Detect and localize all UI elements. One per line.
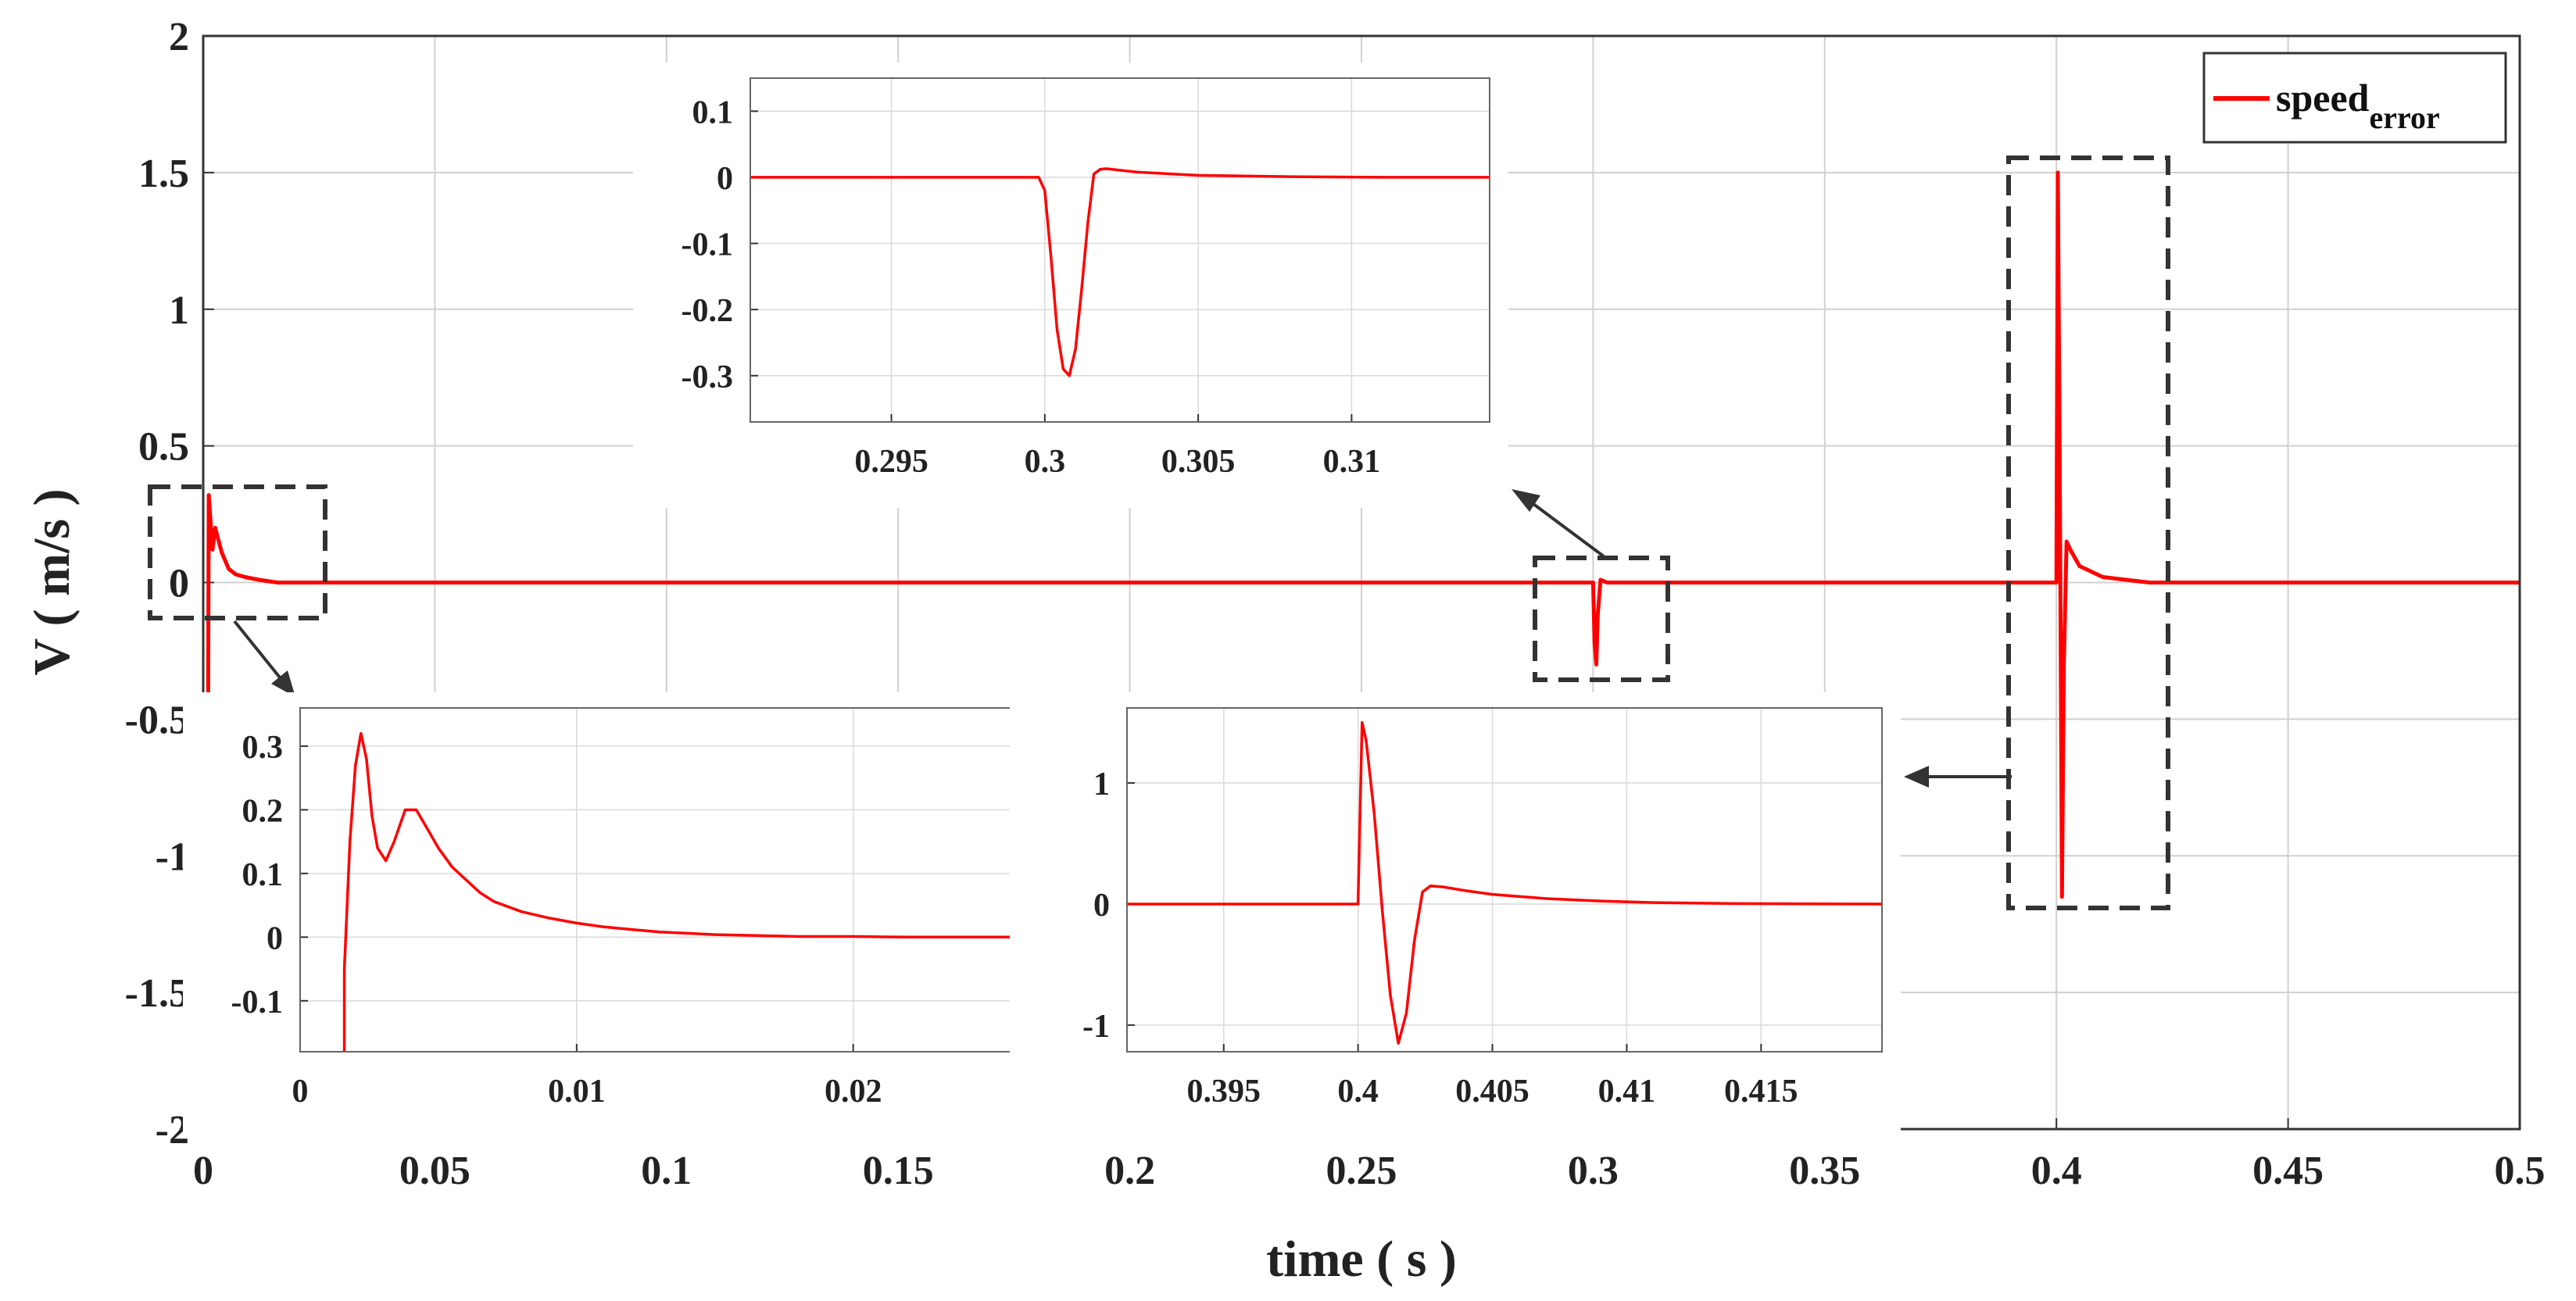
main-y-tick-label: 2 bbox=[169, 15, 189, 59]
main-y-tick-label: -0.5 bbox=[125, 698, 189, 742]
x-axis-label: time ( s ) bbox=[1266, 1231, 1457, 1288]
inset-mid-x-tick-label: 0.295 bbox=[854, 444, 928, 480]
inset-end-x-tick-label: 0.395 bbox=[1187, 1074, 1261, 1110]
inset-start-y-tick-label: 0.1 bbox=[242, 857, 284, 893]
main-y-tick-label: 1.5 bbox=[138, 152, 189, 196]
inset-end: 0.395 0.4 0.405 0.41 0.415 -1 0 1 bbox=[1010, 692, 1901, 1138]
zoom-box-start bbox=[148, 484, 327, 620]
zoom-box-mid bbox=[1533, 556, 1670, 682]
arrow-end-head bbox=[1904, 766, 1929, 788]
inset-mid-y-tick-label: 0 bbox=[717, 161, 733, 197]
inset-mid-y-tick-label: 0.1 bbox=[692, 95, 734, 130]
legend: speederror bbox=[2202, 52, 2507, 144]
inset-end-y-tick-label: 0 bbox=[1093, 888, 1110, 924]
main-x-tick-label: 0.35 bbox=[1789, 1149, 1860, 1193]
main-x-tick-label: 0.3 bbox=[1568, 1149, 1619, 1193]
inset-mid-x-tick-label: 0.305 bbox=[1161, 444, 1236, 480]
main-series-speed_error bbox=[203, 170, 2520, 1129]
zoom-annotations bbox=[148, 155, 2170, 910]
arrow-mid-head bbox=[1512, 489, 1540, 512]
main-x-tick-label: 0.1 bbox=[641, 1149, 692, 1193]
main-x-tick-label: 0 bbox=[193, 1149, 213, 1193]
zoom-box-end bbox=[2006, 155, 2170, 910]
inset-mid-y-tick-label: -0.2 bbox=[682, 293, 734, 329]
main-y-tick-label: 0 bbox=[169, 562, 189, 606]
inset-mid-x-tick-label: 0.3 bbox=[1025, 444, 1066, 480]
arrow-start bbox=[233, 620, 284, 683]
main-x-tick-label: 0.2 bbox=[1104, 1149, 1155, 1193]
inset-mid-y-tick-label: -0.3 bbox=[682, 359, 734, 395]
inset-mid-series-speed_error bbox=[750, 167, 1490, 377]
inset-end-x-tick-label: 0.405 bbox=[1455, 1074, 1530, 1110]
main-x-tick-label: 0.15 bbox=[863, 1149, 934, 1193]
main-y-tick-label: -1.5 bbox=[125, 971, 189, 1016]
inset-end-series-speed_error bbox=[1127, 720, 1882, 1045]
inset-start-y-tick-label: -0.1 bbox=[231, 985, 284, 1020]
arrow-start-head bbox=[271, 670, 295, 697]
inset-start-x-tick-label: 0.02 bbox=[825, 1074, 882, 1110]
inset-start-background bbox=[183, 692, 1038, 1138]
main-tick-labels: 0 0.05 0.1 0.15 0.2 0.25 0.3 0.35 0.4 0.45 0.5-2-1… bbox=[125, 15, 2546, 1193]
inset-end-x-tick-label: 0.41 bbox=[1598, 1074, 1656, 1110]
y-axis-label: V ( m/s ) bbox=[23, 489, 80, 676]
main-y-tick-label: 0.5 bbox=[138, 425, 189, 470]
legend-label-main: speed bbox=[2276, 76, 2370, 120]
main-x-tick-label: 0.5 bbox=[2495, 1149, 2546, 1193]
inset-start-x-tick-label: 0 bbox=[292, 1074, 309, 1110]
inset-end-background bbox=[1010, 692, 1901, 1138]
inset-mid-background bbox=[633, 63, 1508, 508]
legend-label-subscript: error bbox=[2369, 100, 2439, 135]
main-plot-area bbox=[203, 170, 2520, 1129]
inset-mid: 0.295 0.3 0.305 0.31 -0.3 -0.2 -0.1 0 0.1 bbox=[633, 63, 1508, 508]
inset-start-x-tick-label: 0.01 bbox=[548, 1074, 606, 1110]
main-x-tick-label: 0.45 bbox=[2252, 1149, 2324, 1193]
inset-end-y-tick-label: -1 bbox=[1082, 1009, 1110, 1045]
inset-start-series-speed_error bbox=[342, 731, 1019, 1052]
arrow-mid bbox=[1532, 502, 1605, 558]
inset-start-y-tick-label: 0.2 bbox=[242, 793, 284, 829]
main-x-tick-label: 0.4 bbox=[2031, 1149, 2082, 1193]
inset-end-frame bbox=[1126, 707, 1883, 1053]
inset-end-x-tick-label: 0.4 bbox=[1337, 1074, 1379, 1110]
inset-start-y-tick-label: 0 bbox=[267, 920, 283, 956]
inset-start: 0 0.01 0.02 -0.1 0 0.1 0.2 0.3 bbox=[183, 692, 1038, 1138]
inset-mid-x-tick-label: 0.31 bbox=[1323, 444, 1381, 480]
inset-end-x-tick-label: 0.415 bbox=[1724, 1074, 1798, 1110]
inset-start-y-tick-label: 0.3 bbox=[242, 730, 284, 766]
inset-end-y-tick-label: 1 bbox=[1093, 767, 1110, 802]
legend-label: speederror bbox=[2276, 76, 2440, 135]
inset-mid-frame bbox=[750, 77, 1490, 423]
main-x-tick-label: 0.05 bbox=[399, 1149, 470, 1193]
main-y-tick-label: 1 bbox=[169, 288, 189, 333]
main-x-tick-label: 0.25 bbox=[1326, 1149, 1397, 1193]
inset-mid-y-tick-label: -0.1 bbox=[682, 227, 734, 263]
